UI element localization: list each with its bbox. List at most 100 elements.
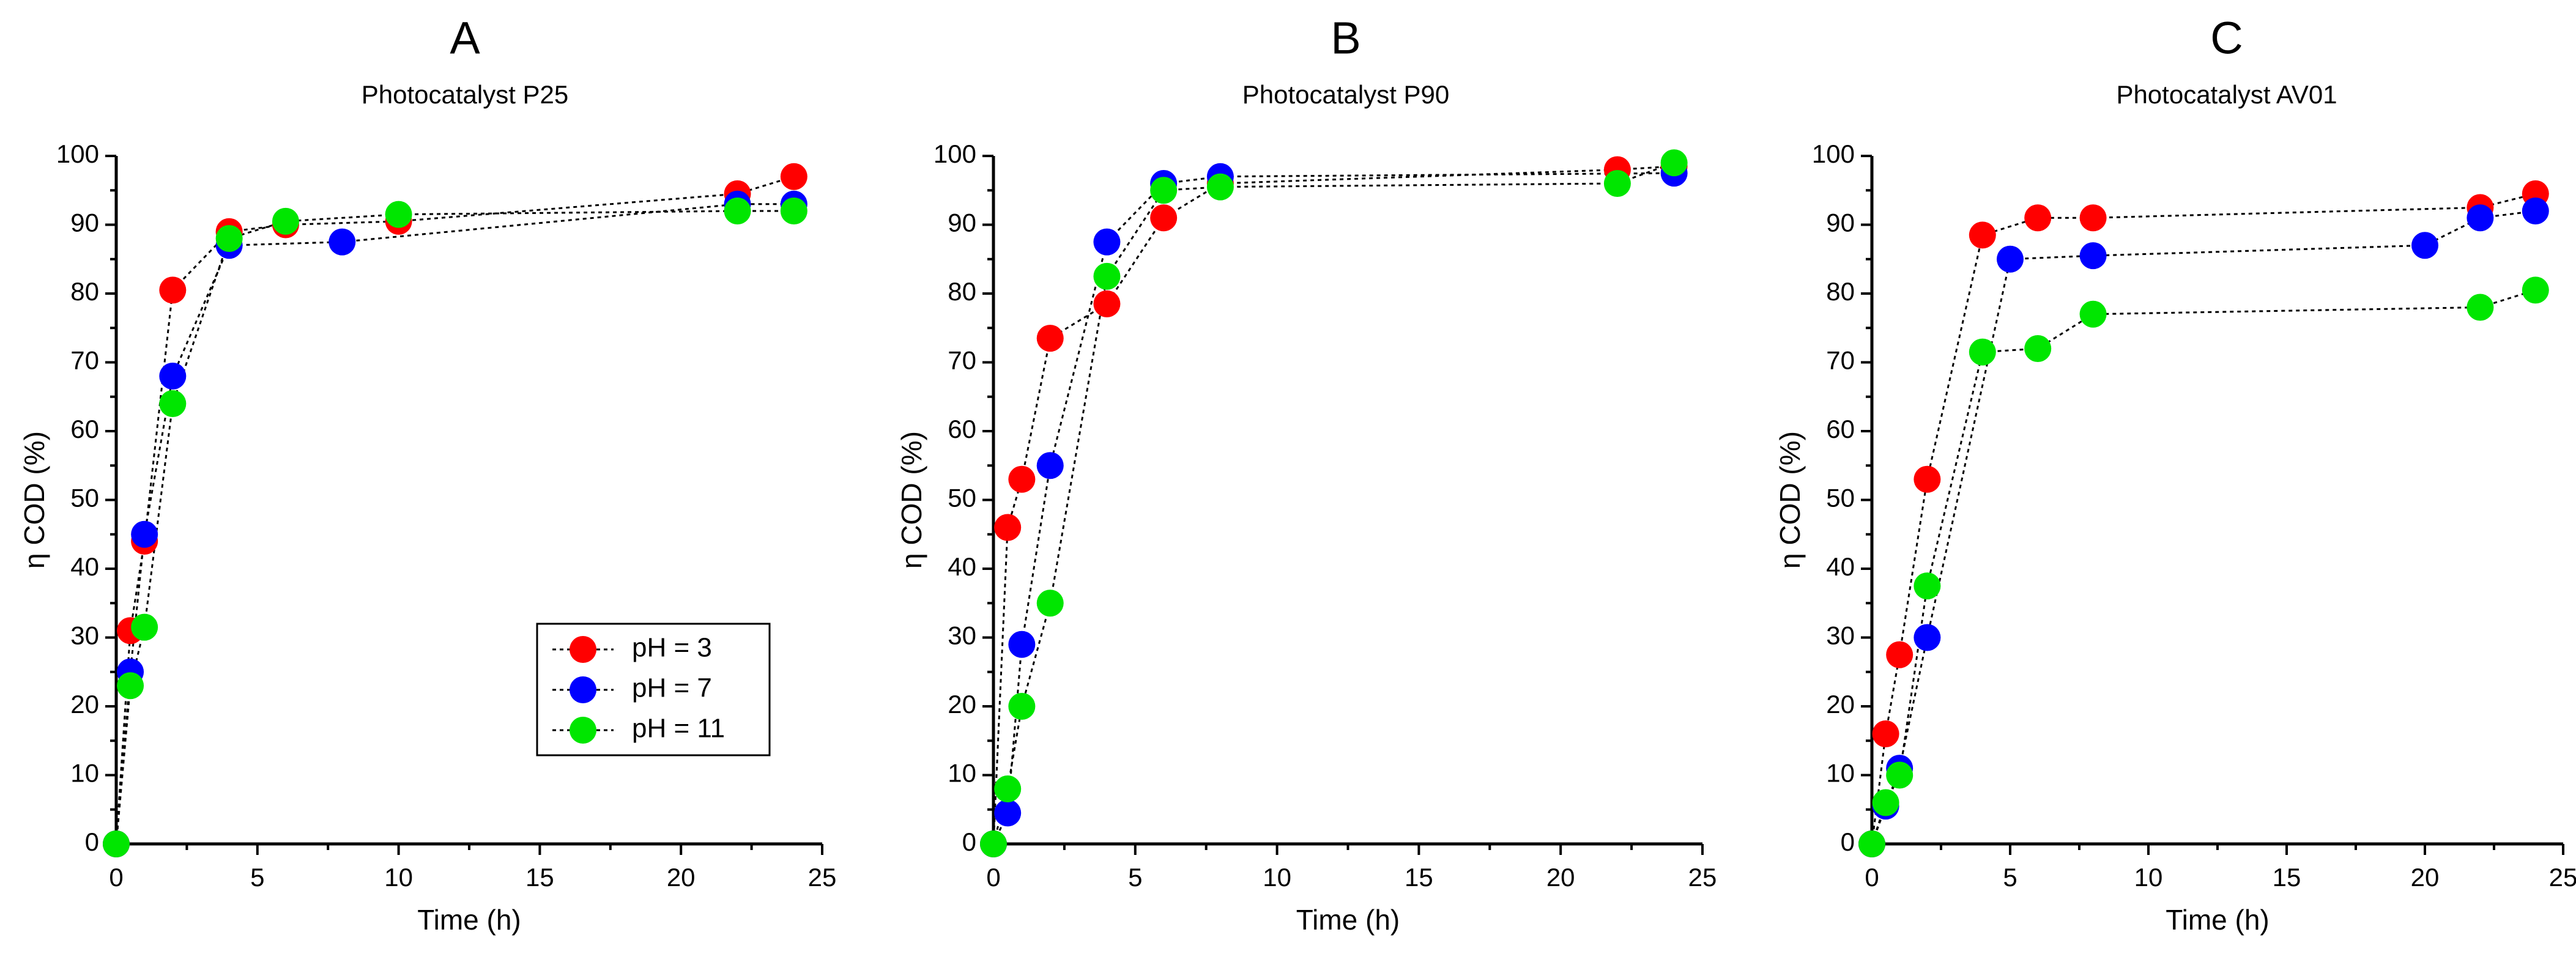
data-point <box>159 390 187 417</box>
legend-marker <box>570 636 596 663</box>
y-tick-label: 30 <box>1826 621 1855 650</box>
y-axis-label: η COD (%) <box>1774 431 1806 569</box>
y-tick-label: 80 <box>70 277 99 306</box>
x-tick-label: 20 <box>1546 863 1575 892</box>
data-point <box>103 830 130 857</box>
y-tick-label: 40 <box>1826 552 1855 581</box>
y-tick-label: 80 <box>1826 277 1855 306</box>
x-axis-label: Time (h) <box>417 904 521 936</box>
y-tick-label: 10 <box>1826 759 1855 788</box>
y-tick-label: 40 <box>948 552 976 581</box>
data-point <box>1093 228 1121 256</box>
data-point <box>159 363 187 390</box>
chart-title: Photocatalyst AV01 <box>2116 80 2337 109</box>
data-point <box>1913 572 1941 600</box>
data-point <box>272 207 299 235</box>
data-point <box>2522 198 2549 224</box>
data-point <box>1036 325 1064 352</box>
y-tick-label: 0 <box>1841 827 1855 856</box>
data-point <box>2024 335 2052 362</box>
data-point <box>1008 465 1036 493</box>
y-tick-label: 0 <box>962 827 976 856</box>
y-tick-label: 50 <box>948 484 976 512</box>
y-tick-label: 60 <box>948 415 976 443</box>
x-tick-label: 15 <box>525 863 554 892</box>
y-tick-label: 10 <box>948 759 976 788</box>
data-point <box>1603 170 1631 197</box>
y-tick-label: 0 <box>85 827 99 856</box>
legend-label: pH = 11 <box>632 714 725 744</box>
x-tick-label: 5 <box>250 863 264 892</box>
x-axis-label: Time (h) <box>1296 904 1400 936</box>
y-tick-label: 100 <box>934 139 976 168</box>
y-tick-label: 70 <box>1826 346 1855 375</box>
data-point <box>1660 149 1688 177</box>
legend-label: pH = 3 <box>632 633 712 663</box>
panel-letter: B <box>1331 13 1360 64</box>
y-tick-label: 60 <box>1826 415 1855 443</box>
x-tick-label: 15 <box>2273 863 2301 892</box>
data-point <box>1858 830 1885 857</box>
data-point <box>1997 245 2024 273</box>
data-point <box>1886 641 1913 668</box>
data-point <box>159 276 187 304</box>
x-tick-label: 15 <box>1405 863 1433 892</box>
x-tick-label: 25 <box>1688 863 1717 892</box>
data-point <box>215 225 243 252</box>
data-point <box>994 799 1022 827</box>
data-point <box>1969 338 1996 366</box>
data-point <box>2024 204 2052 232</box>
y-axis-label: η COD (%) <box>896 431 927 569</box>
x-tick-label: 20 <box>2411 863 2440 892</box>
data-point <box>724 198 751 224</box>
x-tick-label: 5 <box>1128 863 1142 892</box>
panel-letter: C <box>2210 13 2243 64</box>
data-point <box>1093 262 1121 290</box>
x-tick-label: 25 <box>808 863 837 892</box>
series-line-1 <box>115 203 794 845</box>
data-point <box>2467 204 2494 232</box>
y-axis-label: η COD (%) <box>18 431 50 569</box>
y-tick-label: 90 <box>948 209 976 237</box>
legend: pH = 3 pH = 7 pH = 11 <box>536 623 771 756</box>
data-point <box>1913 624 1941 651</box>
x-tick-label: 10 <box>2134 863 2163 892</box>
y-tick-label: 70 <box>948 346 976 375</box>
series-line-1 <box>1871 210 2536 845</box>
data-point <box>2411 232 2438 259</box>
data-point <box>1150 204 1178 232</box>
y-tick-label: 90 <box>70 209 99 237</box>
y-tick-label: 30 <box>70 621 99 650</box>
legend-marker <box>570 717 596 744</box>
y-tick-label: 60 <box>70 415 99 443</box>
data-point <box>2467 294 2494 321</box>
x-axis-label: Time (h) <box>2166 904 2270 936</box>
data-point <box>1036 452 1064 479</box>
series-line-0 <box>992 165 1674 845</box>
data-point <box>385 201 412 228</box>
data-point <box>2079 242 2107 270</box>
data-point <box>328 228 356 256</box>
data-point <box>131 520 158 548</box>
data-point <box>1872 789 1899 816</box>
series-line-2 <box>1871 289 2536 845</box>
data-point <box>1036 590 1064 617</box>
x-tick-label: 0 <box>1865 863 1879 892</box>
y-tick-label: 70 <box>70 346 99 375</box>
series-line-0 <box>1871 193 2536 845</box>
y-tick-label: 20 <box>70 690 99 719</box>
x-tick-label: 25 <box>2549 863 2576 892</box>
legend-label: pH = 7 <box>632 673 712 703</box>
y-tick-label: 30 <box>948 621 976 650</box>
data-point <box>117 672 144 700</box>
data-point <box>994 514 1022 541</box>
series-line-2 <box>992 161 1675 845</box>
data-point <box>1886 761 1913 789</box>
data-point <box>1969 221 1996 249</box>
y-tick-label: 50 <box>1826 484 1855 512</box>
data-point <box>980 830 1007 857</box>
